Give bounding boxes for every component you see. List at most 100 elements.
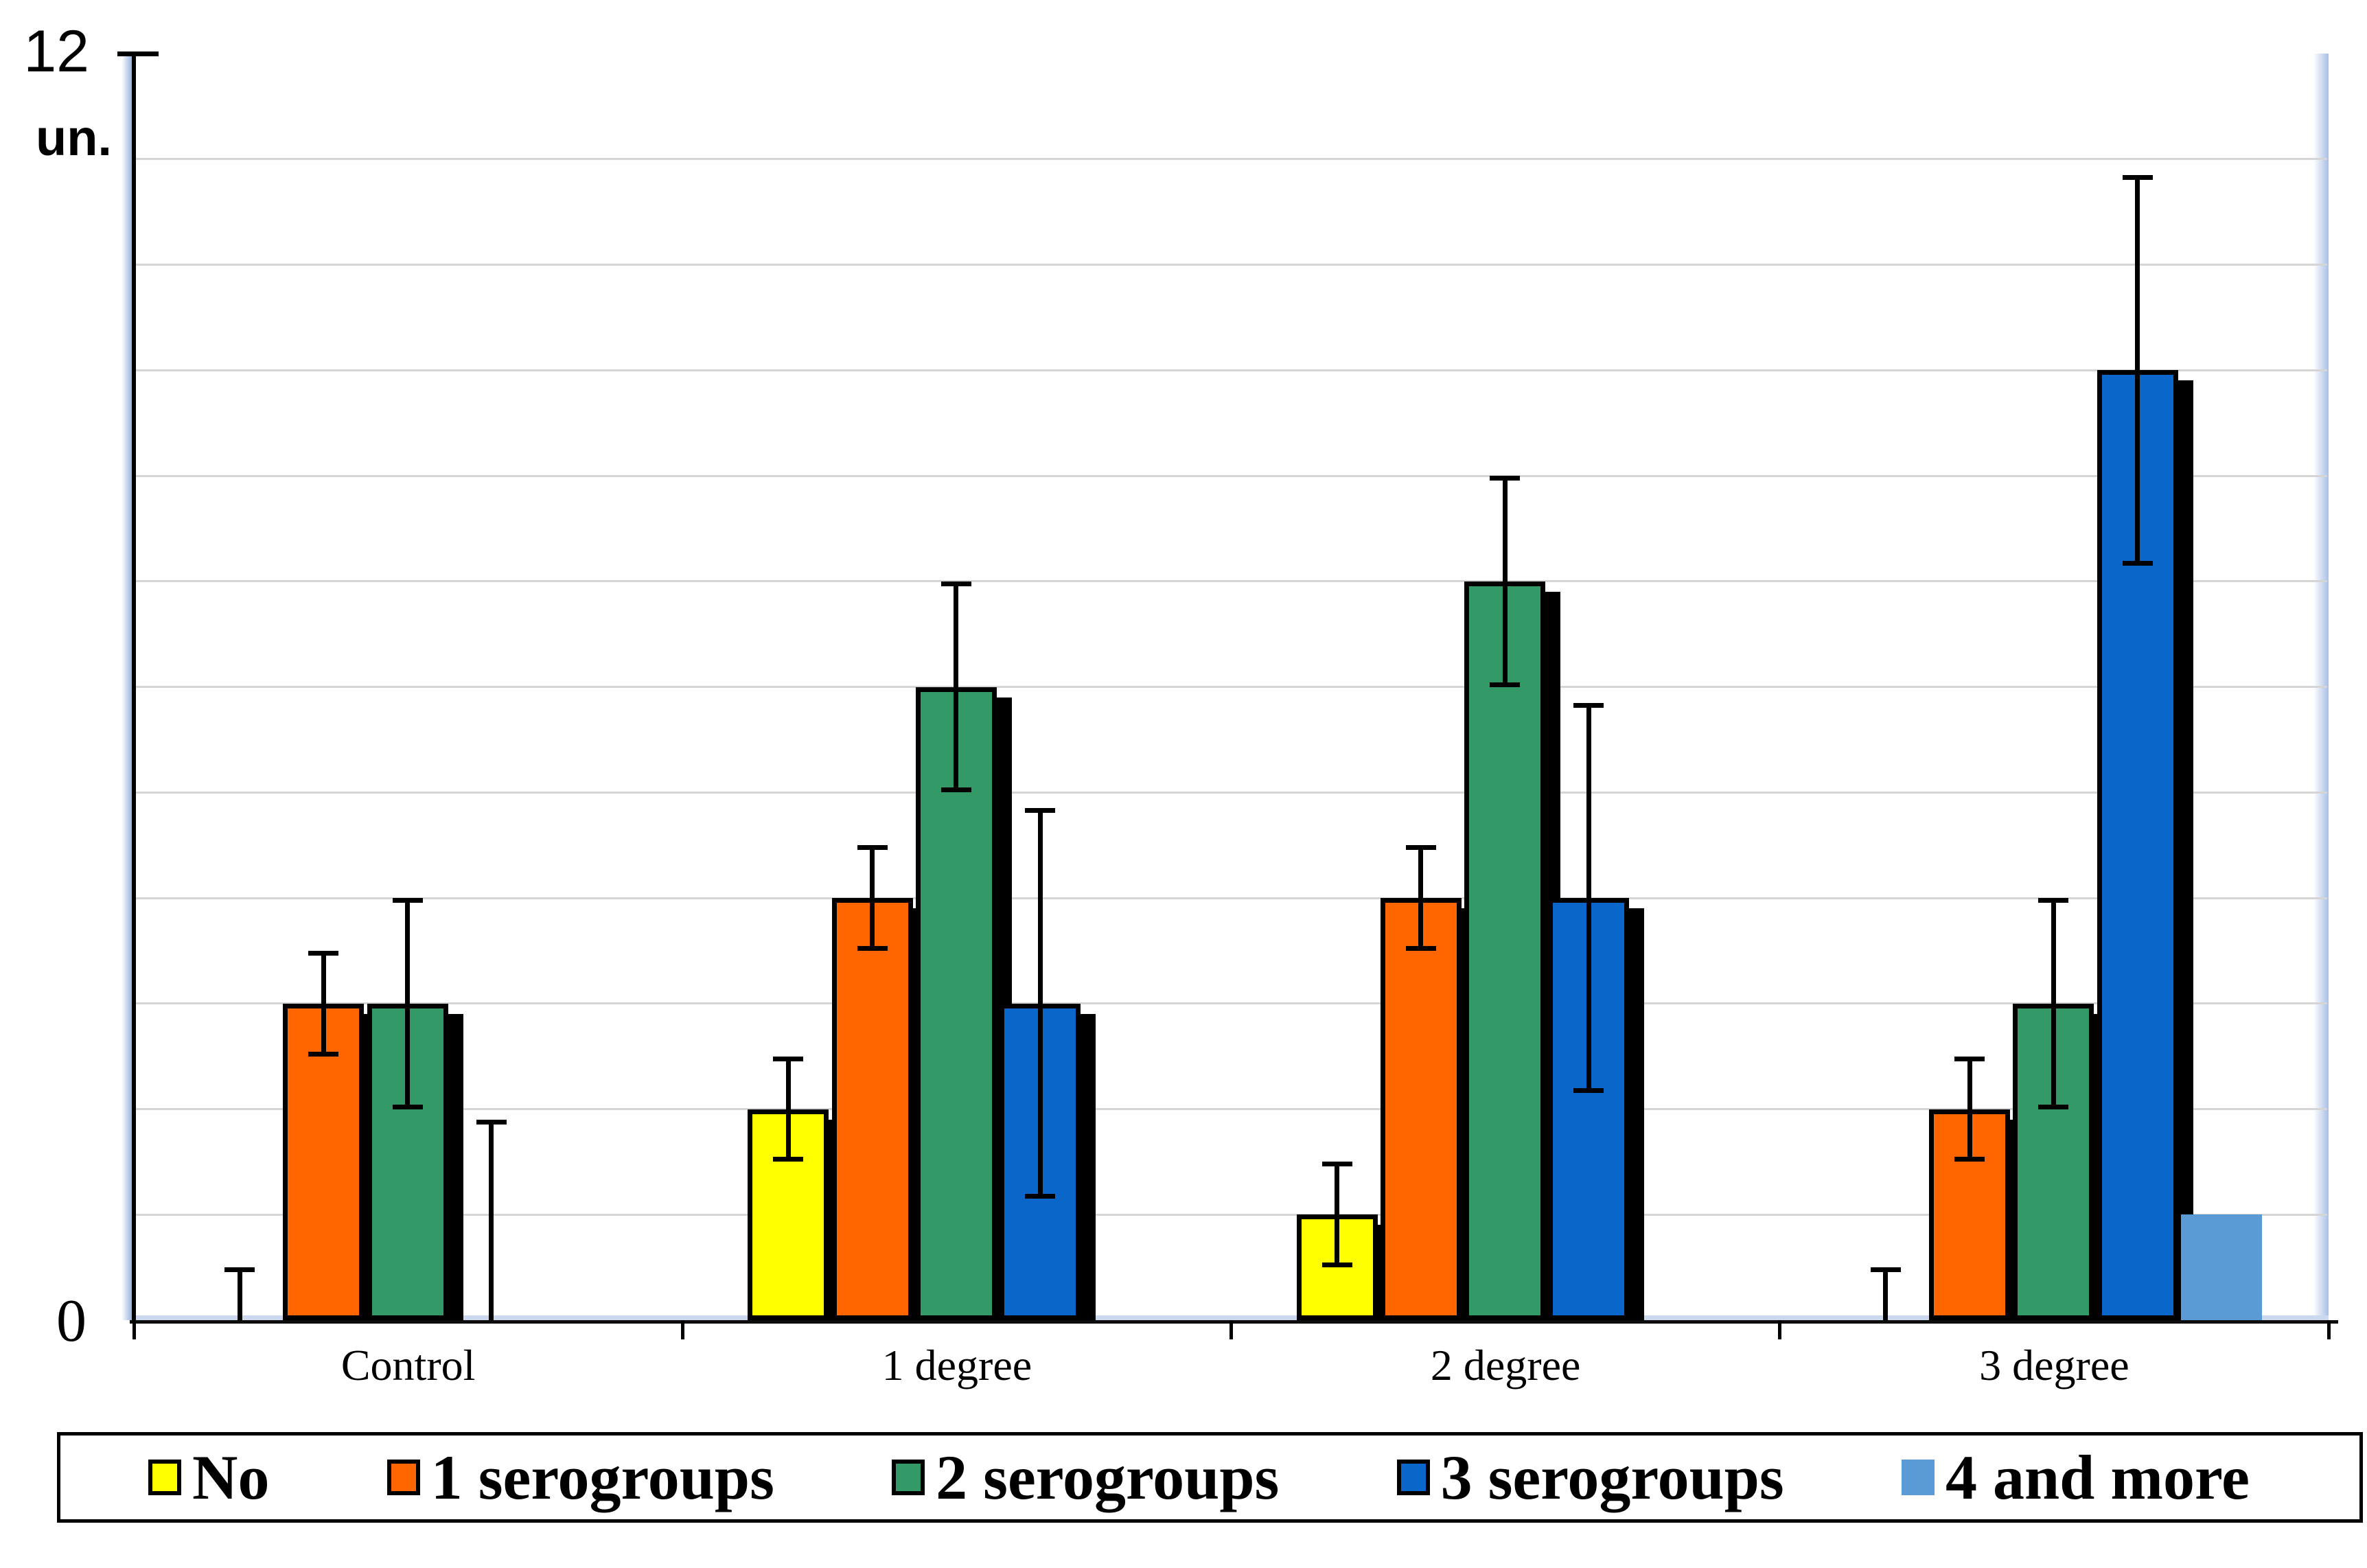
error-bar-line [1418,845,1424,951]
legend-item: 3 serogroups [1396,1442,1784,1512]
error-bar-cap-top [773,1056,804,1061]
error-bar-cap-bottom [773,1157,804,1162]
error-bar-cap-bottom [1321,1263,1352,1268]
error-bar-cap-top [308,950,339,956]
legend-swatch [1396,1460,1430,1495]
error-bar-cap-bottom [940,787,971,793]
error-bar-cap-top [476,1119,507,1125]
plot-area [117,51,2338,1339]
error-bar-cap-bottom [1954,1157,1985,1162]
legend-item: 2 serogroups [892,1446,1279,1509]
error-bar-line [1502,476,1508,687]
error-bar-cap-top [224,1267,255,1273]
legend-item: 4 and more [1902,1446,2250,1509]
bar-4-4-and-more [2180,1214,2262,1320]
error-bar-cap-bottom [2122,560,2153,566]
error-bar-cap-top [2122,174,2153,180]
error-bar-cap-top [1405,845,1436,851]
error-bar-line [870,845,875,951]
x-axis-tick [1778,1320,1782,1339]
y-axis-zero-label: 0 [56,1288,86,1354]
legend-item: No [148,1446,269,1509]
x-axis-highlight-band [134,1315,2329,1320]
error-bar-cap-bottom [857,945,888,951]
x-axis-tick [1229,1320,1233,1339]
y-axis-top-tick [117,51,159,56]
gridline [134,264,2327,266]
error-bar-cap-top [857,845,888,851]
legend-label: 4 and more [1945,1442,2250,1512]
gridline [134,369,2327,371]
bar-1-2-serogroups [367,1003,448,1320]
legend-swatch [386,1460,420,1495]
bar-1-1-serogroups [283,1003,365,1320]
gridline [134,1002,2327,1005]
error-bar-line [1883,1267,1889,1320]
error-bar-cap-bottom [392,1104,423,1109]
error-bar-cap-top [2038,898,2069,903]
error-bar-line [405,898,410,1109]
x-axis-label: 1 degree [881,1341,1032,1390]
bar-4-2-serogroups [2013,1003,2094,1320]
y-axis-line [132,54,136,1320]
y-axis-gradient [122,54,132,1320]
gridline [134,1213,2327,1216]
error-bar-line [1037,808,1043,1199]
error-bar-cap-top [392,898,423,903]
gridline [134,686,2327,688]
error-bar-line [1335,1162,1339,1268]
error-bar-cap-bottom [1573,1088,1604,1094]
error-bar-cap-top [1870,1267,1901,1273]
error-bar-cap-top [940,581,971,586]
error-bar-cap-top [1321,1162,1352,1167]
bar-2-1-serogroups [831,898,913,1320]
error-bar-cap-top [1025,808,1055,814]
x-axis-tick [680,1320,684,1339]
error-bar-cap-bottom [1405,945,1436,951]
legend-box: No 1 serogroups 2 serogroups 3 serogroups 4 … [57,1432,2363,1523]
y-axis-max-label: 12 [23,19,89,84]
error-bar-cap-bottom [1025,1194,1055,1199]
error-bar-cap-bottom [308,1051,339,1057]
legend-swatch [1902,1460,1935,1495]
legend-item: 1 serogroups [386,1442,774,1512]
x-axis-category-labels: Control 1 degree 2 degree 3 degree [134,1340,2329,1402]
x-axis-label: 3 degree [1979,1341,2129,1390]
gridline [134,791,2327,794]
gridline [134,897,2327,899]
error-bar-line [321,950,326,1057]
y-axis-unit-label: un. [36,109,112,166]
error-bar-cap-top [1490,476,1520,481]
error-bar-cap-bottom [1490,682,1520,687]
legend-label: No [192,1442,270,1512]
gridline [134,474,2327,477]
bar-3-2-serogroups [1464,581,1545,1320]
error-bar-line [1586,702,1591,1094]
x-axis-label: 2 degree [1430,1341,1581,1390]
error-bar-cap-top [1573,702,1604,708]
error-bar-line [489,1119,494,1320]
error-bar-line [237,1267,242,1320]
error-bar-line [954,581,959,793]
gridline [134,158,2327,161]
gridline [134,580,2327,583]
gridline [134,1108,2327,1110]
error-bar-cap-top [1954,1056,1985,1061]
error-bar-line [785,1056,791,1162]
x-axis-line [130,1320,2338,1324]
legend-swatch [892,1460,925,1495]
legend-label: 1 serogroups [430,1442,774,1512]
legend-label: 3 serogroups [1440,1442,1784,1512]
legend-swatch [148,1460,181,1495]
x-axis-tick [2326,1320,2331,1339]
x-axis-tick [132,1320,136,1339]
error-bar-line [2135,174,2140,566]
bar-2-2-serogroups [915,687,997,1320]
error-bar-line [2051,898,2056,1109]
error-bar-cap-bottom [2038,1104,2069,1109]
legend-label: 2 serogroups [936,1442,1280,1512]
x-axis-label: Control [340,1341,476,1390]
bar-3-1-serogroups [1380,898,1462,1320]
error-bar-line [1967,1056,1972,1162]
